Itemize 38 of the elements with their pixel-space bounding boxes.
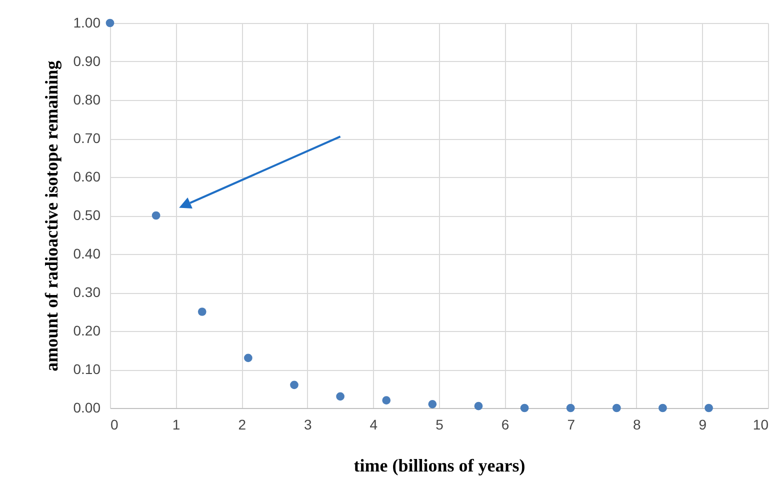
y-tick-label: 0.90 (73, 53, 101, 69)
x-tick-label: 8 (633, 416, 641, 432)
y-tick-label: 0.20 (73, 322, 101, 338)
point (336, 392, 344, 401)
x-tick-label: 5 (436, 416, 444, 432)
point (566, 404, 575, 412)
point (290, 380, 298, 390)
y-tick-label: 0.30 (73, 284, 101, 300)
point (152, 211, 160, 220)
point (520, 404, 529, 412)
y-axis-title: amount of radioactive isotope remaining (41, 60, 62, 372)
point (382, 396, 391, 404)
y-tick-label: 0.50 (73, 207, 101, 223)
y-tick-label: 0.80 (73, 92, 101, 108)
point (198, 308, 206, 316)
y-tick-label: 1.00 (73, 14, 101, 30)
point (106, 18, 114, 28)
x-tick-label: 2 (238, 416, 246, 432)
point (428, 400, 437, 408)
x-tick-label: 4 (370, 416, 378, 432)
y-tick-label: 0.70 (73, 130, 101, 146)
point (704, 404, 713, 412)
x-tick-label: 1 (172, 416, 180, 432)
point (658, 404, 667, 412)
x-tick-label: 6 (501, 416, 510, 432)
x-tick-label: 3 (304, 416, 312, 432)
x-tick-label: 9 (698, 416, 707, 432)
y-tick-label: 0.60 (73, 168, 101, 184)
point (244, 354, 252, 362)
x-tick-label: 7 (567, 416, 576, 432)
y-tick-label: 0.40 (73, 246, 101, 262)
y-tick-label: 0.00 (73, 400, 101, 416)
point (474, 402, 483, 410)
x-tick-label: 0 (110, 416, 118, 432)
x-axis-title: time (billions of years) (354, 456, 526, 476)
y-tick-label: 0.10 (73, 361, 101, 377)
x-tick-label: 10 (752, 416, 769, 432)
point (612, 404, 621, 412)
